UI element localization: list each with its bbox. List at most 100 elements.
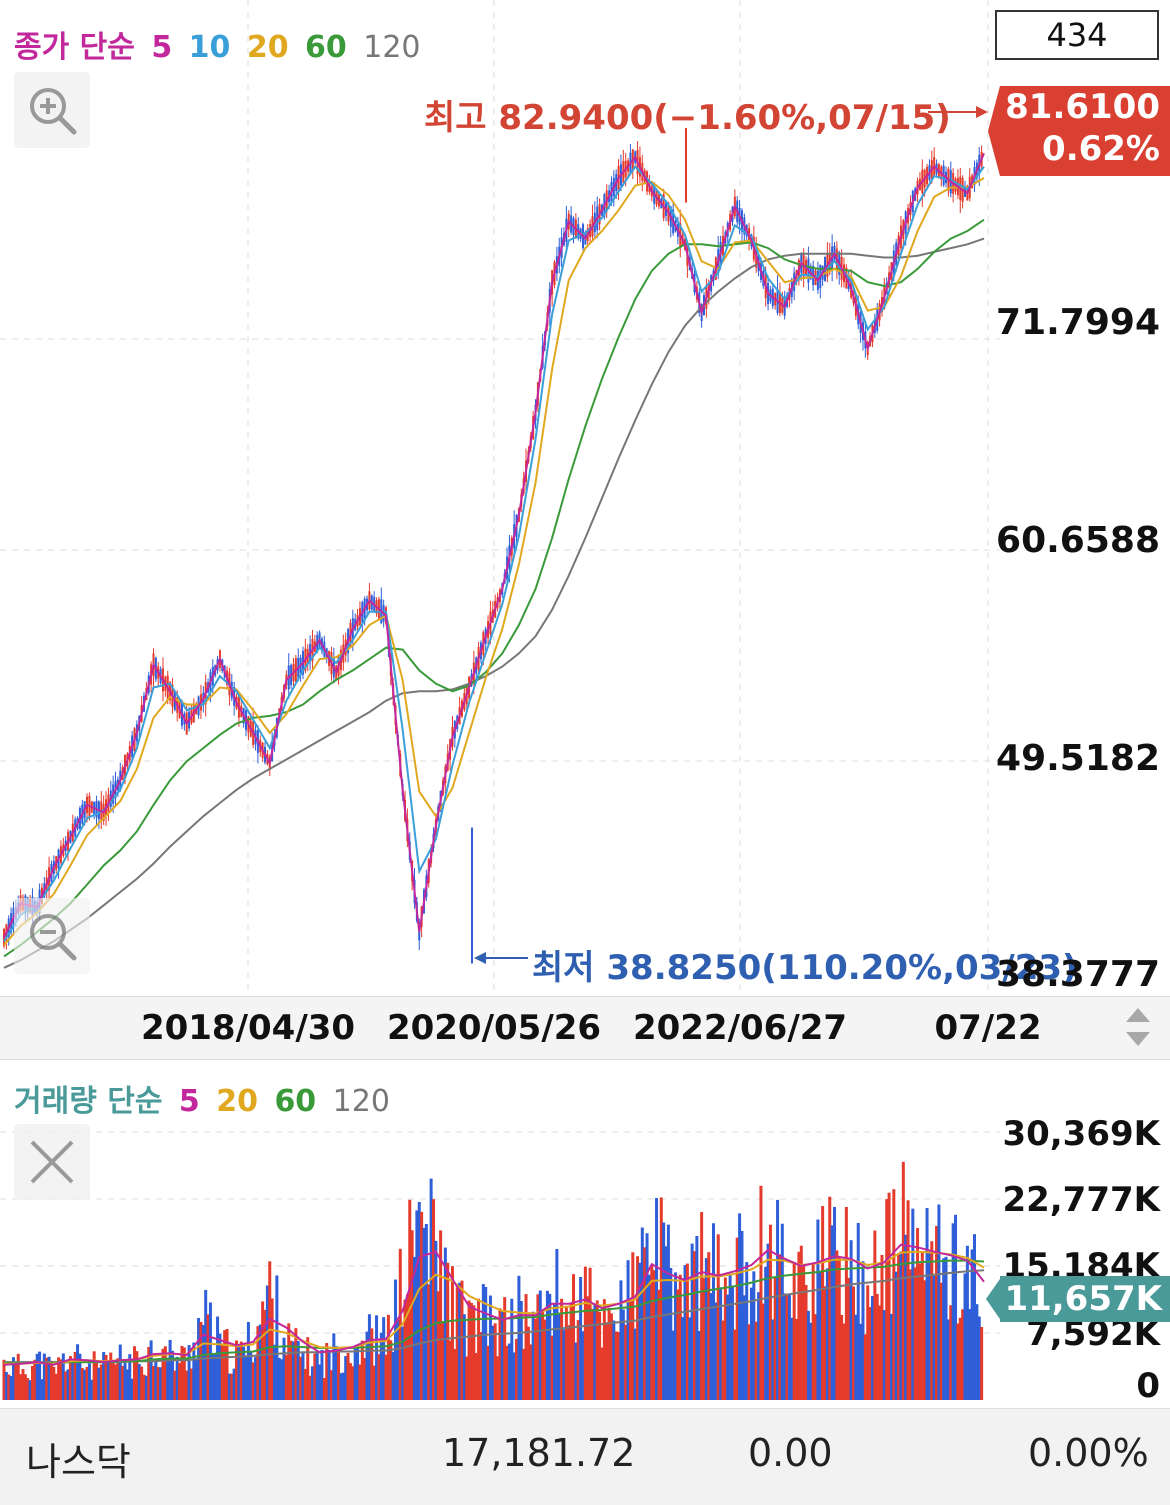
volume-bar	[823, 1286, 827, 1400]
volume-bar	[42, 1353, 46, 1400]
volume-bar	[752, 1271, 756, 1400]
volume-bar	[481, 1284, 485, 1400]
volume-bar	[816, 1219, 820, 1400]
volume-bar	[678, 1274, 682, 1400]
volume-bar	[327, 1349, 331, 1400]
ma-line-10	[3, 165, 985, 942]
volume-bar	[716, 1234, 720, 1400]
price-legend-ma20: 20	[246, 30, 289, 65]
volume-bar	[68, 1356, 72, 1400]
volume-bar	[99, 1364, 103, 1400]
volume-bar	[621, 1309, 625, 1400]
volume-bar	[676, 1289, 680, 1400]
volume-bar	[804, 1284, 808, 1400]
volume-bar	[742, 1295, 746, 1400]
volume-bar	[125, 1369, 129, 1400]
volume-bar	[799, 1245, 803, 1400]
volume-bar	[958, 1317, 962, 1400]
volume-bar	[583, 1266, 587, 1400]
close-volume-button[interactable]	[14, 1124, 90, 1200]
x-tick-label: 2022/06/27	[632, 1008, 848, 1048]
volume-bar	[529, 1344, 533, 1400]
volume-bar	[121, 1365, 125, 1400]
volume-bar	[450, 1266, 454, 1400]
high-annotation: 최고 82.9400(−1.60%,07/15)	[424, 98, 951, 138]
volume-bar	[225, 1328, 229, 1400]
volume-bar	[109, 1352, 113, 1400]
volume-bar	[332, 1333, 336, 1400]
volume-bar	[683, 1265, 687, 1400]
volume-bar	[377, 1354, 381, 1400]
volume-bar	[961, 1309, 965, 1400]
volume-bar	[367, 1314, 371, 1400]
volume-bar	[707, 1252, 711, 1400]
high-arrow-head	[976, 106, 988, 118]
volume-bar	[766, 1243, 770, 1400]
volume-bar	[619, 1280, 623, 1400]
volume-bar	[685, 1263, 689, 1400]
index-footer[interactable]: 나스닥 17,181.72 0.00 0.00%	[0, 1408, 1170, 1505]
price-grid	[0, 0, 1000, 996]
volume-bar	[258, 1324, 262, 1400]
zoom-in-button[interactable]	[14, 72, 90, 148]
volume-bar	[218, 1333, 222, 1400]
volume-ma-line-5	[3, 1243, 985, 1366]
volume-bar	[916, 1228, 920, 1400]
volume-bar	[301, 1352, 305, 1400]
volume-bar	[261, 1301, 265, 1400]
volume-bar	[538, 1290, 542, 1400]
volume-bar	[908, 1269, 912, 1400]
current-price-value: 81.6100	[1005, 87, 1160, 127]
volume-ma-lines	[3, 1243, 985, 1366]
volume-bar	[23, 1374, 27, 1400]
volume-bar	[892, 1189, 896, 1400]
volume-bar	[90, 1379, 94, 1400]
price-legend-ma60: 60	[305, 30, 347, 65]
volume-bar	[237, 1344, 241, 1400]
volume-bar	[372, 1365, 376, 1400]
volume-chart[interactable]	[0, 1060, 1170, 1408]
volume-bar	[277, 1357, 281, 1400]
volume-bar	[64, 1371, 68, 1400]
volume-bar	[161, 1348, 165, 1400]
volume-bar	[320, 1349, 324, 1400]
volume-bar	[697, 1331, 701, 1400]
x-axis-bar[interactable]	[0, 996, 1170, 1060]
volume-bar	[745, 1262, 749, 1400]
volume-bar	[600, 1347, 604, 1400]
zoom-out-button[interactable]	[14, 898, 90, 974]
volume-bar	[759, 1185, 763, 1400]
sort-updown-icon[interactable]	[1118, 1004, 1158, 1050]
volume-bar	[693, 1251, 697, 1400]
volume-bar	[315, 1351, 319, 1400]
volume-bar	[868, 1307, 872, 1400]
volume-bar	[344, 1356, 348, 1400]
candle-count-box[interactable]: 434	[995, 10, 1159, 60]
volume-bar	[76, 1344, 80, 1400]
volume-bar	[104, 1355, 108, 1400]
volume-bar	[534, 1318, 538, 1400]
price-chart[interactable]	[0, 0, 1170, 1000]
volume-bar	[849, 1240, 853, 1400]
volume-bar	[396, 1320, 400, 1400]
volume-tick-label: 30,369K	[1002, 1114, 1160, 1154]
volume-bar	[545, 1290, 549, 1400]
volume-bar	[951, 1223, 955, 1400]
volume-bar	[422, 1227, 426, 1400]
volume-bar	[275, 1275, 279, 1400]
volume-bar	[14, 1363, 18, 1400]
volume-bar	[906, 1200, 910, 1400]
volume-bar	[757, 1292, 761, 1400]
index-change: 0.00	[748, 1431, 833, 1475]
volume-bar	[436, 1291, 440, 1400]
volume-bar	[424, 1223, 428, 1400]
volume-bar	[192, 1342, 196, 1400]
volume-bar	[657, 1289, 661, 1400]
zoom-in-icon	[30, 88, 77, 135]
volume-tick-label: 22,777K	[1002, 1180, 1160, 1220]
volume-bar	[170, 1350, 174, 1400]
volume-bar	[318, 1364, 322, 1400]
volume-bar	[40, 1379, 44, 1400]
volume-bar	[4, 1371, 8, 1400]
volume-bar	[256, 1326, 260, 1400]
